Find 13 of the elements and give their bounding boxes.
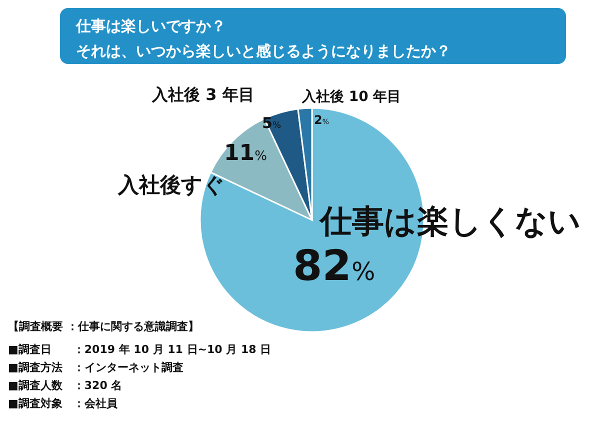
chart-title: 仕事は楽しいですか？: [75, 17, 226, 35]
data-label: 5%: [262, 114, 282, 132]
text: ■調査対象 ：会社員: [8, 397, 118, 410]
text: ■調査人数 ：320 名: [8, 379, 122, 392]
text: ■調査方法 ：インターネット調査: [8, 361, 184, 374]
data-label: 11%: [224, 141, 267, 166]
text: ■調査日 ：2019 年 10 月 11 日~10 月 18 日: [8, 343, 272, 356]
data-label: 82%: [293, 241, 376, 290]
slice-label: 入社後すぐ: [117, 173, 225, 197]
slice-label: 入社後 3 年目: [151, 85, 254, 104]
text: 【調査概要 ：仕事に関する意識調査】: [8, 320, 199, 333]
slice-label: 入社後 10 年目: [301, 89, 402, 105]
chart-subtitle: それは、いつから楽しいと感じるようになりましたか？: [76, 42, 451, 60]
